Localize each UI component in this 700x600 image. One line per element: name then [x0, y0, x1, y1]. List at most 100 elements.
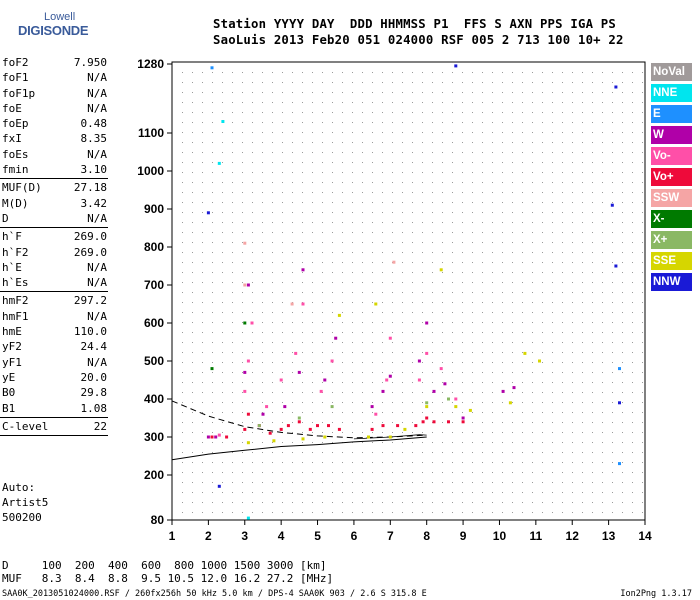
- grid-dot: [212, 292, 213, 293]
- grid-dot: [502, 172, 503, 173]
- grid-dot: [272, 352, 273, 353]
- grid-dot: [272, 302, 273, 303]
- grid-dot: [462, 452, 463, 453]
- param-row: yE 20.0: [0, 370, 112, 385]
- grid-dot: [482, 422, 483, 423]
- grid-dot: [612, 152, 613, 153]
- param-value: N/A: [87, 355, 107, 369]
- grid-dot: [242, 172, 243, 173]
- grid-dot: [612, 362, 613, 363]
- grid-dot: [632, 272, 633, 273]
- grid-dot: [362, 392, 363, 393]
- grid-dot: [342, 122, 343, 123]
- grid-dot: [252, 272, 253, 273]
- grid-dot: [562, 362, 563, 363]
- param-key: yF2: [2, 340, 22, 354]
- grid-dot: [502, 362, 503, 363]
- grid-dot: [532, 322, 533, 323]
- grid-dot: [522, 432, 523, 433]
- grid-dot: [552, 392, 553, 393]
- grid-dot: [452, 232, 453, 233]
- grid-dot: [432, 82, 433, 83]
- legend-item: NNE: [651, 84, 692, 102]
- grid-dot: [312, 382, 313, 383]
- grid-dot: [362, 502, 363, 503]
- grid-dot: [502, 422, 503, 423]
- grid-dot: [572, 442, 573, 443]
- grid-dot: [272, 382, 273, 383]
- grid-dot: [232, 382, 233, 383]
- y-tick-label: 80: [151, 513, 165, 527]
- grid-dot: [412, 422, 413, 423]
- grid-dot: [312, 292, 313, 293]
- grid-dot: [322, 92, 323, 93]
- grid-dot: [242, 202, 243, 203]
- grid-dot: [402, 242, 403, 243]
- grid-dot: [302, 102, 303, 103]
- param-value: N/A: [87, 211, 107, 225]
- grid-dot: [362, 202, 363, 203]
- grid-dot: [472, 102, 473, 103]
- grid-dot: [272, 72, 273, 73]
- grid-dot: [472, 122, 473, 123]
- grid-dot: [612, 512, 613, 513]
- grid-dot: [302, 442, 303, 443]
- grid-dot: [532, 482, 533, 483]
- grid-dot: [572, 182, 573, 183]
- grid-dot: [352, 212, 353, 213]
- grid-dot: [242, 72, 243, 73]
- grid-dot: [412, 292, 413, 293]
- grid-dot: [352, 392, 353, 393]
- grid-dot: [202, 422, 203, 423]
- echo-point: [257, 424, 261, 428]
- grid-dot: [322, 102, 323, 103]
- grid-dot: [542, 112, 543, 113]
- grid-dot: [382, 282, 383, 283]
- grid-dot: [312, 202, 313, 203]
- echo-point: [432, 420, 436, 424]
- profile-trace: [171, 400, 427, 439]
- grid-dot: [562, 342, 563, 343]
- grid-dot: [222, 362, 223, 363]
- grid-dot: [262, 412, 263, 413]
- x-tick-label: 12: [566, 529, 580, 543]
- grid-dot: [332, 512, 333, 513]
- grid-dot: [272, 342, 273, 343]
- grid-dot: [602, 452, 603, 453]
- grid-dot: [552, 502, 553, 503]
- grid-dot: [362, 452, 363, 453]
- param-value: 24.4: [80, 340, 108, 354]
- echo-point: [243, 321, 247, 325]
- grid-dot: [592, 412, 593, 413]
- grid-dot: [202, 92, 203, 93]
- grid-dot: [362, 302, 363, 303]
- grid-dot: [572, 382, 573, 383]
- grid-dot: [202, 172, 203, 173]
- grid-dot: [282, 132, 283, 133]
- grid-dot: [332, 92, 333, 93]
- grid-dot: [552, 82, 553, 83]
- grid-dot: [252, 72, 253, 73]
- grid-dot: [642, 192, 643, 193]
- auto-method: Artist5: [2, 496, 49, 509]
- grid-dot: [432, 232, 433, 233]
- grid-dot: [402, 382, 403, 383]
- grid-dot: [272, 492, 273, 493]
- grid-dot: [372, 82, 373, 83]
- grid-dot: [362, 292, 363, 293]
- grid-dot: [492, 462, 493, 463]
- grid-dot: [392, 102, 393, 103]
- grid-dot: [532, 352, 533, 353]
- grid-dot: [612, 412, 613, 413]
- grid-dot: [302, 392, 303, 393]
- param-value: 297.2: [73, 294, 107, 308]
- grid-dot: [292, 212, 293, 213]
- grid-dot: [332, 182, 333, 183]
- grid-dot: [352, 262, 353, 263]
- grid-dot: [552, 452, 553, 453]
- grid-dot: [552, 132, 553, 133]
- grid-dot: [582, 502, 583, 503]
- grid-dot: [252, 502, 253, 503]
- grid-dot: [242, 512, 243, 513]
- grid-dot: [262, 112, 263, 113]
